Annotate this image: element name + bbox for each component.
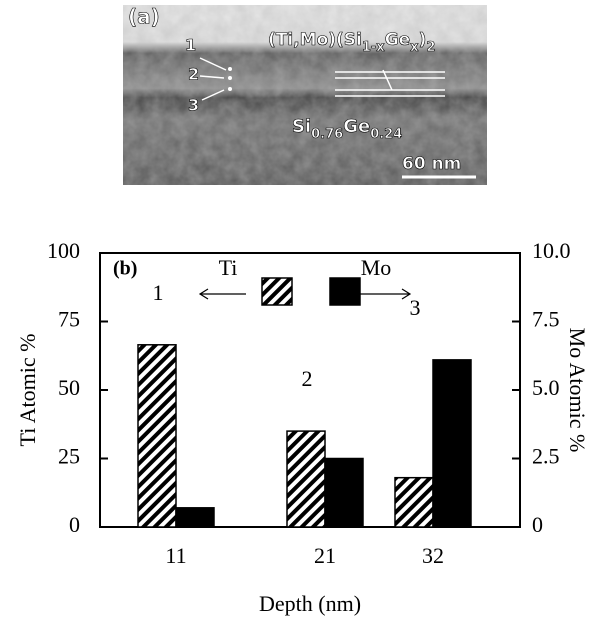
legend-label: Mo: [361, 255, 392, 280]
group-label: 2: [302, 366, 313, 391]
legend-arrow: [198, 288, 246, 300]
legend-arrow: [360, 288, 412, 300]
formula-part: 0.24: [370, 127, 402, 142]
x-axis-label: Depth (nm): [259, 591, 361, 616]
legend-swatch: [261, 277, 293, 306]
group-label: 1: [153, 280, 164, 305]
formula-part: (Ti,Mo)(Si: [268, 30, 362, 50]
y2-tick-label: 0: [532, 512, 543, 537]
tem-image: [123, 5, 487, 190]
bar: [137, 344, 177, 528]
bar: [286, 430, 326, 528]
y-tick-label: 50: [58, 375, 80, 400]
y-tick-label: 100: [47, 238, 80, 263]
point-label: 3: [188, 96, 199, 115]
formula-part: 2: [426, 40, 435, 55]
group-label: 3: [410, 295, 421, 320]
bar: [324, 457, 364, 528]
formula-part: 1-x: [362, 40, 385, 55]
y-tick-label: 25: [58, 444, 80, 469]
scale-bar-label: 60 nm: [402, 154, 461, 174]
legend-swatch: [329, 277, 361, 306]
y-tick-label: 0: [69, 512, 80, 537]
legend-label: Ti: [219, 255, 238, 280]
substrate-label: Si0.76Ge0.24: [292, 116, 402, 142]
formula-part: Ge: [385, 30, 410, 50]
formula-part: 0.76: [311, 127, 343, 142]
phase-label: (Ti,Mo)(Si1-xGex)2: [268, 30, 435, 55]
y-tick-label: 75: [58, 307, 80, 332]
y2-tick-label: 7.5: [532, 307, 560, 332]
point-label: 2: [188, 65, 199, 84]
x-tick-label: 11: [165, 543, 186, 568]
panel-label: (a): [128, 5, 160, 29]
y2-tick-label: 2.5: [532, 444, 560, 469]
x-tick-label: 32: [422, 543, 444, 568]
point-label: 1: [185, 36, 196, 55]
bar: [394, 476, 434, 528]
panel-label: (b): [113, 258, 137, 280]
bar: [432, 359, 472, 528]
y2-tick-label: 5.0: [532, 375, 560, 400]
formula-part: x: [410, 40, 419, 55]
formula-part: Ge: [343, 116, 370, 137]
bar: [175, 507, 215, 528]
y2-axis-label: Mo Atomic %: [565, 328, 590, 453]
formula-part: ): [419, 30, 427, 50]
y-axis-label: Ti Atomic %: [15, 334, 40, 447]
formula-part: Si: [292, 116, 311, 137]
y2-tick-label: 10.0: [532, 238, 571, 263]
x-tick-label: 21: [314, 543, 336, 568]
